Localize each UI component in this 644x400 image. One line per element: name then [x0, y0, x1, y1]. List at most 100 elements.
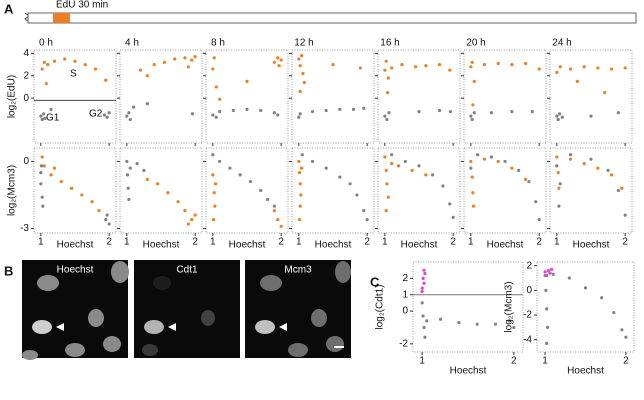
x-tick-label: 1: [296, 237, 302, 248]
gray-point: [135, 162, 139, 166]
gray-point: [469, 166, 473, 170]
orange-point: [46, 62, 50, 67]
orange-point: [470, 175, 474, 179]
orange-point: [298, 182, 302, 186]
gray-point: [527, 179, 531, 184]
gray-point: [441, 184, 445, 188]
y-tick-label: -2: [523, 310, 532, 321]
orange-point: [297, 171, 302, 175]
timeline-bar: [27, 12, 637, 24]
plot-frame: [33, 147, 117, 234]
gray-point: [448, 110, 453, 114]
orange-point: [155, 182, 160, 186]
x-axis-label: Hoechst: [567, 366, 604, 377]
gray-point: [390, 153, 394, 157]
orange-point: [272, 209, 276, 213]
orange-point: [523, 61, 528, 66]
gray-point: [265, 197, 270, 202]
orange-point: [385, 90, 390, 95]
orange-point: [390, 66, 394, 70]
gray-point: [214, 115, 218, 119]
plot-frame: [549, 49, 633, 144]
plot-frame: [463, 147, 547, 234]
orange-point: [73, 59, 77, 63]
gray-point: [107, 111, 111, 115]
gray-point: [623, 213, 627, 217]
pink-point: [422, 281, 426, 285]
gray-point: [544, 288, 548, 292]
orange-point: [97, 209, 101, 213]
gray-point: [387, 111, 391, 115]
orange-point: [596, 66, 600, 70]
orange-point: [384, 209, 388, 213]
time-label: 8 h: [211, 38, 225, 49]
orange-point: [104, 78, 108, 82]
orange-point: [556, 171, 560, 175]
gray-point: [556, 117, 560, 122]
time-label: 4 h: [125, 38, 139, 49]
gray-point: [530, 110, 534, 114]
gray-point: [438, 317, 443, 321]
timeline-label: EdU 30 min: [56, 0, 108, 11]
orange-point: [469, 159, 473, 164]
gray-point: [503, 159, 507, 164]
gray-point: [606, 168, 610, 172]
nuclei: [142, 276, 215, 356]
orange-point: [383, 68, 387, 72]
gray-point: [437, 108, 442, 113]
x-axis-label: Hoechst: [229, 240, 266, 251]
gray-point: [105, 213, 109, 217]
gray-point: [589, 114, 593, 118]
orange-point: [472, 79, 476, 83]
gray-point: [425, 319, 429, 323]
y-tick-label: 0: [526, 285, 532, 296]
gray-point: [417, 110, 421, 114]
orange-point: [279, 224, 283, 228]
orange-point: [299, 54, 304, 58]
gray-point: [211, 153, 215, 157]
gray-point: [568, 153, 573, 157]
gray-point: [126, 186, 130, 190]
orange-point: [52, 59, 57, 63]
gray-point: [125, 114, 129, 118]
gray-point: [142, 168, 146, 172]
gray-point: [338, 107, 342, 111]
orange-point: [299, 193, 303, 197]
gray-point: [624, 335, 628, 339]
x-tick-label: 1: [210, 237, 216, 248]
y-tick-label: 2: [402, 273, 408, 284]
gray-point: [272, 111, 276, 115]
gray-point: [145, 102, 149, 106]
gray-point: [125, 159, 129, 164]
orange-point: [557, 186, 561, 190]
y-tick-label: -3: [20, 223, 29, 234]
orange-point: [152, 62, 156, 67]
plot-frame: [205, 49, 289, 144]
orange-point: [162, 60, 167, 64]
orange-point: [302, 80, 306, 85]
time-label: 24 h: [552, 38, 571, 49]
gray-point: [272, 204, 276, 208]
orange-point: [183, 209, 187, 213]
gray-point: [448, 202, 452, 206]
orange-point: [471, 204, 476, 208]
orange-point: [80, 193, 84, 197]
plot-frame: [33, 49, 117, 144]
orange-point: [297, 57, 301, 61]
orange-point: [176, 200, 180, 204]
gray-point: [423, 335, 427, 339]
gray-point: [469, 114, 473, 118]
y-tick-label: -2: [399, 338, 408, 349]
gray-point: [457, 320, 461, 325]
x-tick-label: 2: [536, 237, 542, 248]
gray-point: [557, 204, 561, 208]
y-axis-label: log₂(Mcm3): [7, 165, 18, 216]
gray-point: [338, 175, 342, 179]
time-label: 0 h: [39, 38, 53, 49]
orange-point: [213, 182, 218, 186]
orange-point: [609, 173, 614, 177]
x-tick-label: 2: [511, 356, 517, 367]
orange-point: [211, 67, 215, 71]
orange-point: [193, 55, 197, 59]
